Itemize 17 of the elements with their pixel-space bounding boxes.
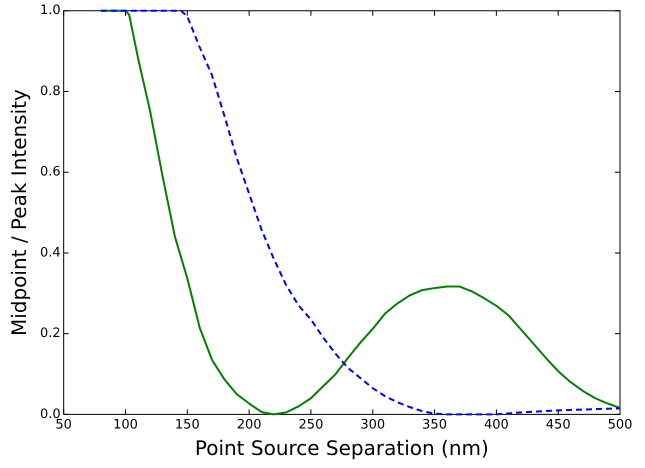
- x-tick-label: 200: [236, 418, 262, 433]
- y-tick-label: 1.0: [40, 3, 61, 18]
- x-tick-label: 150: [174, 418, 200, 433]
- y-tick-label: 0.2: [40, 326, 61, 342]
- x-tick-label: 450: [546, 418, 571, 433]
- x-tick-label: 500: [608, 418, 632, 433]
- y-tick-label: 0.8: [40, 84, 61, 99]
- y-tick-label: 0.4: [40, 245, 61, 260]
- x-axis-title: Point Source Separation (nm): [194, 436, 489, 460]
- y-axis-title: Midpoint / Peak Intensity: [7, 89, 32, 336]
- x-tick-label: 250: [298, 418, 324, 433]
- y-tick-label: 0.6: [40, 164, 61, 180]
- x-tick-label: 300: [360, 418, 386, 433]
- x-tick-label: 350: [422, 418, 447, 433]
- x-tick-label: 100: [113, 418, 138, 433]
- x-tick-label: 400: [484, 418, 509, 433]
- x-tick-label: 50: [55, 418, 72, 433]
